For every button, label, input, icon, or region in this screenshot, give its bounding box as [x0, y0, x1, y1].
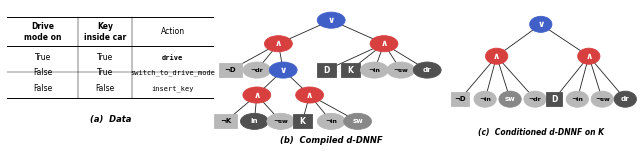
Circle shape	[486, 48, 508, 64]
Text: True: True	[97, 69, 113, 77]
Text: ¬in: ¬in	[325, 119, 337, 124]
Text: D: D	[551, 95, 557, 104]
Text: ¬sw: ¬sw	[595, 97, 610, 102]
Text: (a)  Data: (a) Data	[90, 115, 131, 124]
Text: drive: drive	[162, 55, 183, 61]
Circle shape	[530, 16, 552, 32]
Text: ∧: ∧	[380, 39, 388, 48]
FancyBboxPatch shape	[317, 63, 336, 77]
Text: ¬dr: ¬dr	[250, 68, 263, 73]
Text: ¬sw: ¬sw	[273, 119, 288, 124]
Circle shape	[524, 91, 546, 107]
Circle shape	[317, 12, 345, 28]
Circle shape	[578, 48, 600, 64]
Text: ∧: ∧	[275, 39, 282, 48]
Text: sw: sw	[505, 96, 515, 102]
Text: ¬D: ¬D	[225, 67, 236, 73]
Text: Drive
mode on: Drive mode on	[24, 22, 61, 42]
Text: insert_key: insert_key	[151, 85, 194, 92]
Circle shape	[591, 91, 613, 107]
Text: False: False	[95, 84, 115, 93]
FancyBboxPatch shape	[292, 114, 312, 128]
FancyBboxPatch shape	[214, 114, 237, 128]
Text: ∨: ∨	[537, 20, 545, 29]
FancyBboxPatch shape	[219, 63, 242, 77]
Text: ¬sw: ¬sw	[394, 68, 408, 73]
Text: True: True	[35, 53, 51, 62]
Circle shape	[474, 91, 496, 107]
FancyBboxPatch shape	[451, 92, 469, 106]
Text: ¬in: ¬in	[369, 68, 380, 73]
Text: ¬D: ¬D	[454, 96, 466, 102]
Text: ∧: ∧	[306, 91, 313, 99]
Text: ¬in: ¬in	[572, 97, 583, 102]
Text: dr: dr	[621, 96, 630, 102]
Circle shape	[566, 91, 588, 107]
Circle shape	[370, 36, 398, 52]
Circle shape	[243, 87, 271, 103]
Circle shape	[614, 91, 636, 107]
Text: ¬in: ¬in	[479, 97, 491, 102]
Circle shape	[387, 62, 415, 78]
Text: True: True	[97, 53, 113, 62]
Text: in: in	[251, 118, 258, 124]
Text: False: False	[33, 69, 52, 77]
Circle shape	[296, 87, 324, 103]
Text: ¬dr: ¬dr	[529, 97, 541, 102]
Text: (b)  Compiled d-DNNF: (b) Compiled d-DNNF	[280, 136, 383, 145]
Circle shape	[413, 62, 441, 78]
Text: ∨: ∨	[280, 66, 287, 75]
Text: Key
inside car: Key inside car	[84, 22, 126, 42]
Text: ∧: ∧	[493, 52, 500, 61]
Text: False: False	[33, 84, 52, 93]
FancyBboxPatch shape	[340, 63, 360, 77]
Circle shape	[317, 113, 345, 129]
Text: dr: dr	[423, 67, 431, 73]
Circle shape	[360, 62, 388, 78]
Text: ∧: ∧	[585, 52, 593, 61]
Circle shape	[269, 62, 297, 78]
Text: (c)  Conditioned d-DNNF on K: (c) Conditioned d-DNNF on K	[478, 128, 604, 137]
Text: switch_to_drive_mode: switch_to_drive_mode	[130, 70, 215, 76]
Text: ∧: ∧	[253, 91, 260, 99]
Text: ∨: ∨	[328, 16, 335, 25]
Circle shape	[241, 113, 268, 129]
Text: K: K	[300, 117, 305, 126]
Text: K: K	[348, 66, 353, 75]
Circle shape	[344, 113, 372, 129]
Circle shape	[499, 91, 521, 107]
Text: Action: Action	[161, 27, 184, 36]
Text: D: D	[323, 66, 330, 75]
Text: ¬K: ¬K	[220, 118, 231, 124]
Circle shape	[267, 113, 295, 129]
FancyBboxPatch shape	[547, 92, 562, 106]
Text: sw: sw	[352, 118, 363, 124]
Circle shape	[264, 36, 292, 52]
Circle shape	[243, 62, 271, 78]
